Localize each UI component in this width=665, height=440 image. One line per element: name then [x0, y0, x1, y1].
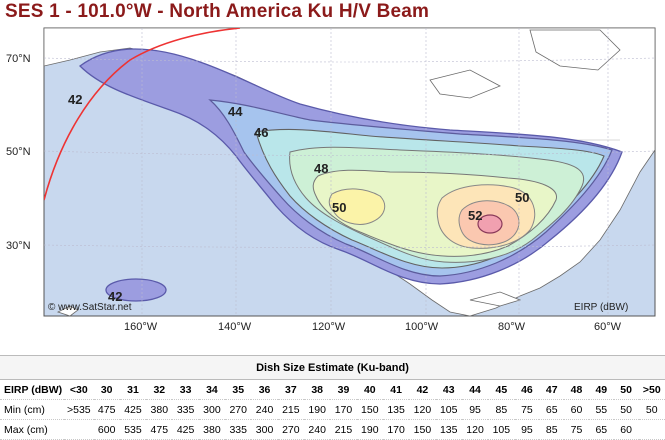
- table-cell: >50: [639, 380, 665, 400]
- row-header-cell: EIRP (dBW): [0, 380, 64, 400]
- table-cell: 50: [614, 400, 639, 420]
- longitude-label: 80°W: [498, 321, 526, 333]
- table-cell: 475: [94, 400, 120, 420]
- table-cell: 65: [539, 400, 564, 420]
- table-cell: 600: [94, 420, 120, 440]
- table-cell: 65: [589, 420, 614, 440]
- latitude-label: 70°N: [6, 53, 31, 65]
- dish-size-table: Dish Size Estimate (Ku-band) EIRP (dBW)<…: [0, 355, 665, 440]
- table-cell: 335: [225, 420, 251, 440]
- table-cell: 39: [330, 380, 356, 400]
- table-cell: 38: [304, 380, 330, 400]
- credit-text: © www.SatStar.net: [48, 302, 132, 313]
- table-cell: 50: [614, 380, 639, 400]
- row-header-cell: Min (cm): [0, 400, 64, 420]
- table-cell: 45: [488, 380, 514, 400]
- table-cell: 60: [564, 400, 589, 420]
- longitude-label: 160°W: [124, 321, 158, 333]
- table-cell: 105: [488, 420, 514, 440]
- table-cell: 85: [488, 400, 514, 420]
- table-cell: 75: [564, 420, 589, 440]
- table-cell: 95: [515, 420, 540, 440]
- table-cell: 42: [409, 380, 435, 400]
- table-caption: Dish Size Estimate (Ku-band): [0, 356, 665, 380]
- contour-label: 46: [254, 125, 268, 140]
- table-cell: 41: [383, 380, 409, 400]
- table-cell: 215: [330, 420, 356, 440]
- table-cell: 60: [614, 420, 639, 440]
- table-cell: 170: [330, 400, 356, 420]
- contour-label: 50: [515, 190, 529, 205]
- latitude-label: 50°N: [6, 146, 31, 158]
- table-cell: <30: [64, 380, 93, 400]
- contour-label: 52: [468, 208, 482, 223]
- table-cell: 49: [589, 380, 614, 400]
- contour-label: 44: [228, 104, 243, 119]
- table-cell: 300: [251, 420, 277, 440]
- table-cell: 120: [462, 420, 488, 440]
- table-cell: 190: [304, 400, 330, 420]
- table-cell: 215: [278, 400, 304, 420]
- longitude-label: 140°W: [218, 321, 252, 333]
- table-cell: 46: [515, 380, 540, 400]
- latitude-label: 30°N: [6, 240, 31, 252]
- table-cell: 47: [539, 380, 564, 400]
- table-cell: 475: [146, 420, 172, 440]
- table-cell: 240: [251, 400, 277, 420]
- table-cell: 150: [357, 400, 383, 420]
- table-cell: 240: [304, 420, 330, 440]
- table-cell: 380: [199, 420, 225, 440]
- table-cell: 36: [251, 380, 277, 400]
- contour-label: 50: [332, 200, 346, 215]
- table-cell: 95: [462, 400, 488, 420]
- table-cell: 55: [589, 400, 614, 420]
- coverage-map: 42 44 46 48 50 52 50 42 70°N 50°N 30°N 1…: [0, 26, 665, 348]
- table-cell: 34: [199, 380, 225, 400]
- units-label: EIRP (dBW): [574, 302, 628, 313]
- table-cell: 120: [409, 400, 435, 420]
- table-cell: 31: [120, 380, 146, 400]
- table-cell: 135: [383, 400, 409, 420]
- table-cell: 190: [357, 420, 383, 440]
- table-cell: 35: [225, 380, 251, 400]
- table-cell: 85: [539, 420, 564, 440]
- table-cell: 380: [146, 400, 172, 420]
- table-cell: 30: [94, 380, 120, 400]
- longitude-label: 120°W: [312, 321, 346, 333]
- table-cell: [639, 420, 665, 440]
- table-cell: 335: [172, 400, 198, 420]
- table-cell: 40: [357, 380, 383, 400]
- table-cell: 37: [278, 380, 304, 400]
- table-cell: 135: [436, 420, 462, 440]
- table-cell: 50: [639, 400, 665, 420]
- table-cell: 44: [462, 380, 488, 400]
- table-cell: 170: [383, 420, 409, 440]
- table-cell: 43: [436, 380, 462, 400]
- table-cell: 425: [172, 420, 198, 440]
- longitude-label: 60°W: [594, 321, 622, 333]
- contour-label: 42: [68, 92, 82, 107]
- table-cell: 48: [564, 380, 589, 400]
- table-cell: 32: [146, 380, 172, 400]
- table-cell: 150: [409, 420, 435, 440]
- table-cell: >535: [64, 400, 93, 420]
- longitude-label: 100°W: [405, 321, 439, 333]
- table-cell: 105: [436, 400, 462, 420]
- table-cell: 425: [120, 400, 146, 420]
- table-cell: 535: [120, 420, 146, 440]
- row-header-cell: Max (cm): [0, 420, 64, 440]
- table-cell: [64, 420, 93, 440]
- table-cell: 270: [225, 400, 251, 420]
- page-title: SES 1 - 101.0°W - North America Ku H/V B…: [5, 1, 429, 23]
- contour-label: 48: [314, 161, 328, 176]
- table-cell: 300: [199, 400, 225, 420]
- table-cell: 75: [515, 400, 540, 420]
- table-cell: 33: [172, 380, 198, 400]
- table-cell: 270: [278, 420, 304, 440]
